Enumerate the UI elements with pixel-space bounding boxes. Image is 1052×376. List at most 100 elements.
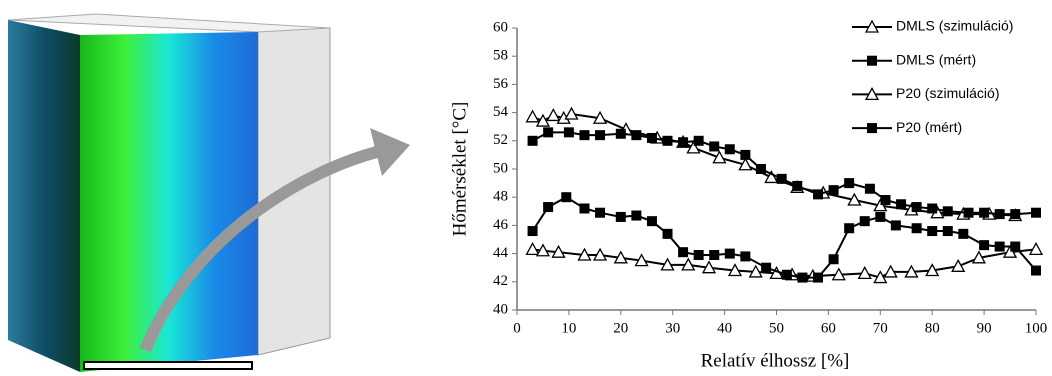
x-tick-label: 100 — [1025, 320, 1048, 336]
legend-label: DMLS (mért) — [896, 51, 976, 67]
marker — [829, 254, 839, 264]
marker — [1010, 209, 1020, 219]
marker — [547, 109, 559, 120]
marker — [561, 192, 571, 202]
marker — [958, 229, 968, 239]
marker — [528, 226, 538, 236]
marker — [616, 212, 626, 222]
marker — [725, 144, 735, 154]
marker — [952, 260, 964, 271]
marker — [663, 136, 673, 146]
marker — [678, 247, 688, 257]
x-tick-label: 30 — [665, 320, 680, 336]
y-tick-label: 60 — [493, 19, 508, 35]
marker — [631, 211, 641, 221]
marker — [725, 249, 735, 259]
marker — [927, 203, 937, 213]
top-face — [8, 14, 330, 32]
x-tick-label: 90 — [977, 320, 992, 336]
marker — [829, 185, 839, 195]
marker — [1031, 266, 1041, 276]
page: Relatív élhossz [%] Hőmérséklet [°C] 40 4… — [0, 0, 1052, 376]
marker — [964, 208, 974, 218]
marker — [891, 220, 901, 230]
chart: Relatív élhossz [%] Hőmérséklet [°C] 40 4… — [449, 18, 1047, 372]
marker — [844, 223, 854, 233]
y-tick-label: 44 — [493, 245, 509, 261]
marker — [694, 136, 704, 146]
marker — [647, 133, 657, 143]
marker — [782, 270, 792, 280]
x-axis-label: Relatív élhossz [%] — [701, 350, 850, 371]
legend-label: DMLS (szimuláció) — [896, 18, 1013, 34]
marker — [797, 273, 807, 283]
x-tick-label: 60 — [821, 320, 836, 336]
marker — [595, 208, 605, 218]
marker — [896, 199, 906, 209]
front-face — [80, 32, 258, 372]
marker — [631, 130, 641, 140]
marker — [844, 178, 854, 188]
side-face — [8, 20, 80, 372]
marker — [880, 195, 890, 205]
marker — [709, 141, 719, 151]
y-tick-label: 40 — [493, 301, 508, 317]
marker — [875, 212, 885, 222]
marker — [663, 229, 673, 239]
marker — [713, 152, 725, 163]
marker — [995, 209, 1005, 219]
marker — [527, 111, 539, 122]
marker — [912, 223, 922, 233]
series-line — [533, 132, 1036, 214]
y-axis-label: Hőmérséklet [°C] — [449, 102, 470, 237]
y-tick-label: 58 — [493, 48, 508, 64]
x-tick-label: 40 — [717, 320, 732, 336]
y-tick-label: 54 — [493, 104, 509, 120]
edge-highlight — [84, 362, 252, 369]
marker — [595, 130, 605, 140]
marker — [740, 150, 750, 160]
y-tick-label: 56 — [493, 76, 509, 92]
x-tick-label: 80 — [925, 320, 940, 336]
marker — [792, 181, 802, 191]
marker — [527, 243, 539, 254]
marker — [740, 251, 750, 261]
marker — [813, 273, 823, 283]
marker — [943, 206, 953, 216]
marker — [579, 203, 589, 213]
marker — [756, 164, 766, 174]
x-tick-label: 0 — [513, 320, 521, 336]
marker — [777, 174, 787, 184]
marker — [865, 184, 875, 194]
marker — [1031, 208, 1041, 218]
marker — [867, 123, 877, 133]
y-tick-label: 52 — [493, 132, 508, 148]
marker — [709, 250, 719, 260]
legend-label: P20 (mért) — [896, 119, 962, 135]
arrow-head — [370, 128, 410, 176]
marker — [867, 56, 877, 66]
marker — [579, 130, 589, 140]
y-tick-label: 48 — [493, 189, 508, 205]
marker — [979, 208, 989, 218]
marker — [943, 226, 953, 236]
marker — [694, 250, 704, 260]
part-illustration — [8, 14, 410, 372]
marker — [761, 263, 771, 273]
marker — [860, 216, 870, 226]
x-tick-label: 20 — [613, 320, 628, 336]
legend-label: P20 (szimuláció) — [896, 85, 999, 101]
marker — [1010, 242, 1020, 252]
x-tick-label: 70 — [873, 320, 888, 336]
marker — [678, 137, 688, 147]
marker — [616, 129, 626, 139]
marker — [813, 189, 823, 199]
y-tick-label: 50 — [493, 160, 508, 176]
y-tick-label: 42 — [493, 273, 508, 289]
y-tick-label: 46 — [493, 217, 509, 233]
marker — [528, 136, 538, 146]
figure: Relatív élhossz [%] Hőmérséklet [°C] 40 4… — [0, 0, 1052, 376]
marker — [543, 127, 553, 137]
marker — [564, 127, 574, 137]
marker — [543, 202, 553, 212]
